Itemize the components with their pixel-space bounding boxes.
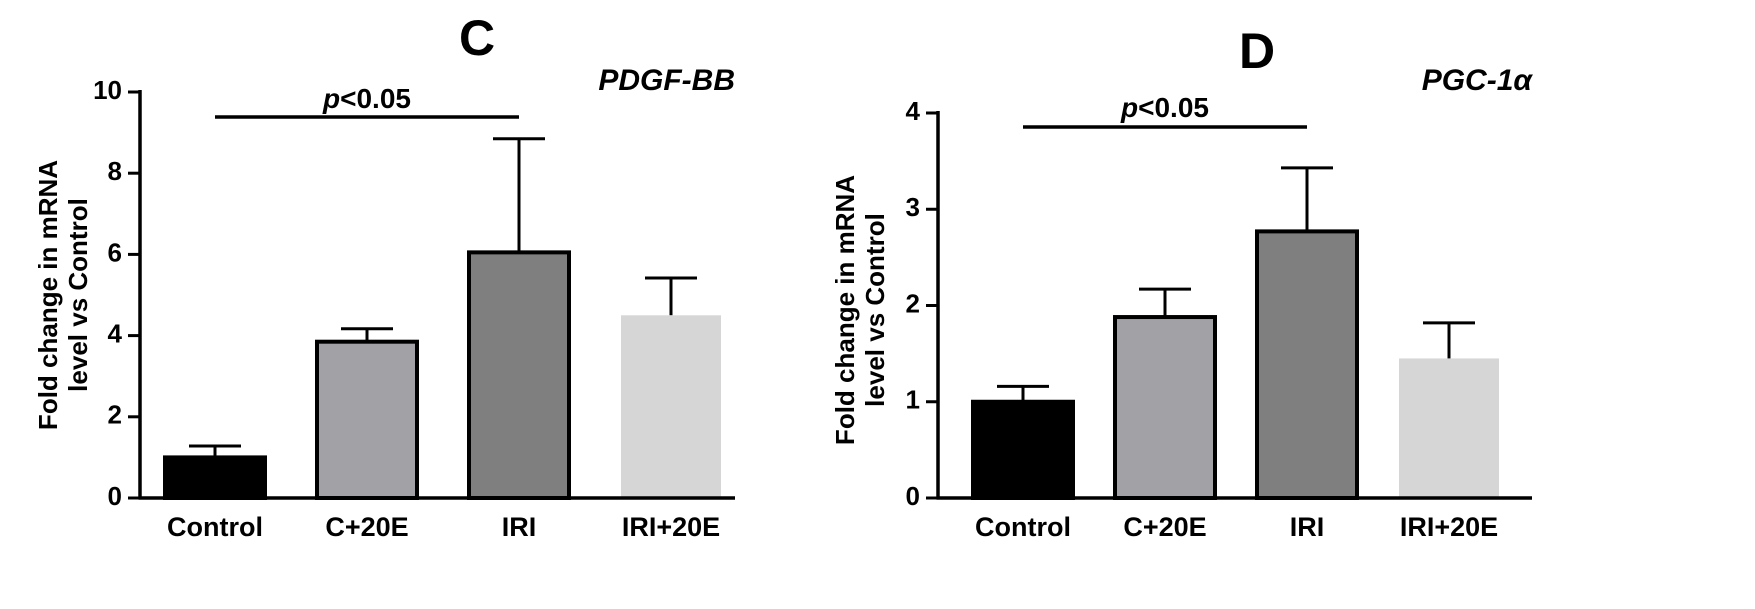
y-tick-label: 8 [108, 156, 122, 186]
x-tick-label: Control [975, 512, 1071, 542]
x-tick-label: IRI [1290, 512, 1325, 542]
y-tick-label: 2 [906, 288, 920, 318]
y-tick-label: 4 [906, 96, 921, 126]
x-tick-label: IRI [502, 512, 537, 542]
bar [1255, 229, 1359, 500]
panel-letter: C [459, 10, 495, 66]
y-tick-label: 1 [906, 385, 920, 415]
y-tick-label: 2 [108, 400, 122, 430]
chart-title: PGC-1α [1422, 64, 1534, 97]
chart-title: PDGF-BB [598, 64, 735, 97]
y-axis-label: Fold change in mRNAlevel vs Control [33, 160, 93, 430]
bar [1113, 315, 1217, 500]
bar [621, 315, 721, 498]
y-axis-label-line: Fold change in mRNA [33, 160, 63, 430]
bar [163, 455, 267, 500]
y-tick-label: 10 [93, 75, 122, 105]
significance-value: <0.05 [340, 83, 411, 114]
bar [467, 250, 571, 500]
x-tick-label: IRI+20E [1400, 512, 1498, 542]
panel-letter: D [1239, 23, 1275, 79]
y-axis-label: Fold change in mRNAlevel vs Control [830, 175, 890, 445]
significance-label: p<0.05 [322, 83, 411, 114]
y-axis-label-line: level vs Control [860, 213, 890, 407]
y-tick-label: 6 [108, 237, 122, 267]
y-axis-label-line: Fold change in mRNA [830, 175, 860, 445]
y-tick-label: 3 [906, 192, 920, 222]
y-tick-label: 0 [906, 481, 920, 511]
y-tick-label: 0 [108, 481, 122, 511]
bar [1399, 358, 1499, 498]
significance-p: p [322, 83, 340, 114]
bar [971, 399, 1075, 500]
x-tick-label: C+20E [1123, 512, 1206, 542]
chart-panel-d: D PGC-1α Fold change in mRNAlevel vs Contr… [830, 23, 1533, 542]
significance-p: p [1120, 92, 1138, 123]
x-tick-label: IRI+20E [622, 512, 720, 542]
significance-label: p<0.05 [1120, 92, 1209, 123]
chart-panel-c: C PDGF-BB Fold change in mRNAlevel vs Cont… [33, 10, 735, 542]
y-axis-label-line: level vs Control [63, 198, 93, 392]
y-tick-label: 4 [108, 318, 123, 348]
x-tick-label: C+20E [325, 512, 408, 542]
x-tick-label: Control [167, 512, 263, 542]
significance-value: <0.05 [1138, 92, 1209, 123]
bar [315, 339, 419, 500]
